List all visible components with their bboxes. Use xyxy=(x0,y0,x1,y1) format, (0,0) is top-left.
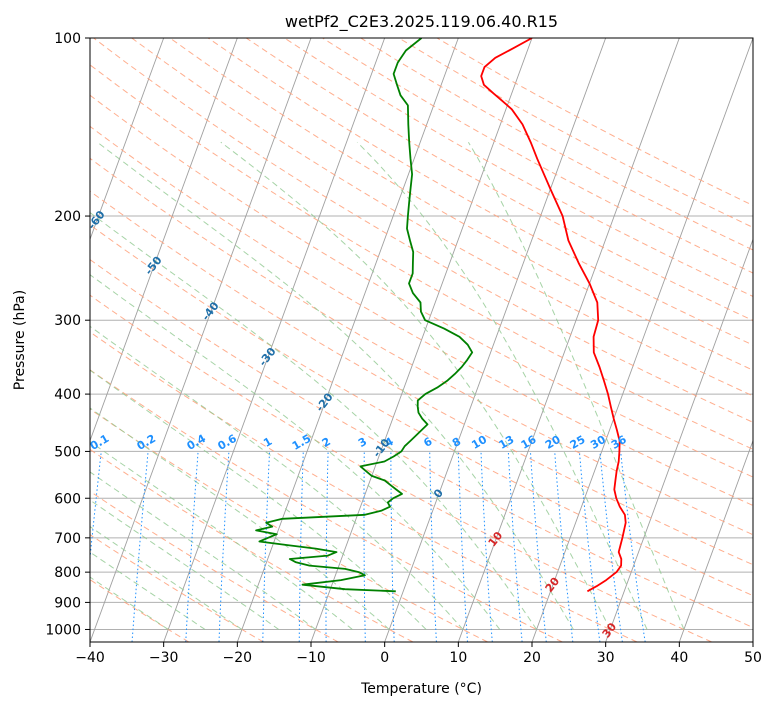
mixing-ratio-line xyxy=(599,451,623,642)
x-tick-label: 40 xyxy=(670,650,688,666)
y-tick-label: 800 xyxy=(54,565,81,581)
dry-adiabat xyxy=(90,294,712,642)
moist-adiabat xyxy=(90,369,427,630)
y-tick-label: 300 xyxy=(54,313,81,329)
dry-adiabat xyxy=(90,157,753,536)
temperature-profile-line xyxy=(480,38,627,593)
x-tick-label: 50 xyxy=(744,650,762,666)
y-tick-label: 700 xyxy=(54,531,81,547)
dry-adiabat xyxy=(90,125,753,507)
moist-adiabat xyxy=(96,141,574,630)
x-tick-label: 30 xyxy=(597,650,615,666)
moist-adiabat xyxy=(356,141,648,630)
x-tick-label: −40 xyxy=(75,650,105,666)
y-tick-label: 900 xyxy=(54,595,81,611)
isotherm-line xyxy=(384,38,607,642)
dry-adiabat xyxy=(131,38,753,397)
moist-adiabat xyxy=(90,471,316,630)
dry-adiabat xyxy=(93,38,753,423)
y-tick-label: 1000 xyxy=(45,622,81,638)
dry-adiabat xyxy=(90,534,264,642)
x-tick-label: 20 xyxy=(523,650,541,666)
y-tick-label: 500 xyxy=(54,444,81,460)
isotherm-line xyxy=(236,38,459,642)
dry-adiabat xyxy=(90,408,488,642)
x-tick-label: −30 xyxy=(149,650,179,666)
isotherm-line xyxy=(163,38,386,642)
moist-adiabat xyxy=(90,551,206,630)
moist-adiabat xyxy=(90,325,464,630)
x-tick-label: 10 xyxy=(449,650,467,666)
dewpoint-profile-line xyxy=(255,38,474,593)
isotherm-line xyxy=(90,38,165,241)
series-layer xyxy=(255,38,627,593)
x-tick-label: −20 xyxy=(223,650,253,666)
axis-layer: −40 −30 −20 −10 0 10 20 30 40 50 100 200 300 400 500 60… xyxy=(45,31,762,666)
dry-adiabat xyxy=(90,190,753,566)
y-axis-label: Pressure (hPa) xyxy=(12,290,28,390)
mixing-ratio-line xyxy=(620,451,646,642)
isotherm-line xyxy=(457,38,680,642)
moist-adiabat xyxy=(90,525,243,630)
dry-adiabat xyxy=(207,38,753,346)
y-tick-label: 200 xyxy=(54,209,81,225)
isotherm-line xyxy=(90,38,238,442)
x-axis-label: Temperature (°C) xyxy=(360,681,482,697)
isotherm-line xyxy=(90,38,312,642)
mixing-ratio-line xyxy=(90,451,102,563)
y-tick-label: 400 xyxy=(54,387,81,403)
dry-adiabat xyxy=(90,490,339,642)
isotherm-line xyxy=(310,38,533,642)
x-tick-label: −10 xyxy=(296,650,326,666)
y-tick-label: 600 xyxy=(54,491,81,507)
moist-adiabat xyxy=(90,211,538,630)
isotherm-line xyxy=(531,38,753,642)
moist-adiabat xyxy=(90,407,390,630)
plot-frame xyxy=(89,37,754,643)
dry-adiabat xyxy=(90,64,753,450)
mixing-ratio-line xyxy=(554,451,574,642)
y-tick-label: 100 xyxy=(54,31,81,47)
dry-adiabat xyxy=(90,258,753,629)
moist-adiabat xyxy=(90,274,501,630)
chart-title: wetPf2_C2E3.2025.119.06.40.R15 xyxy=(285,12,558,32)
dry-adiabat xyxy=(90,224,753,597)
dry-adiabat xyxy=(245,38,753,322)
moist-adiabat xyxy=(90,576,169,630)
x-tick-label: 0 xyxy=(380,650,389,666)
isotherm-line xyxy=(678,439,753,642)
dry-adiabat xyxy=(90,369,563,642)
moist-adiabat xyxy=(467,141,685,630)
isotherm-line xyxy=(605,238,753,642)
mixing-ratio-line xyxy=(578,451,601,642)
